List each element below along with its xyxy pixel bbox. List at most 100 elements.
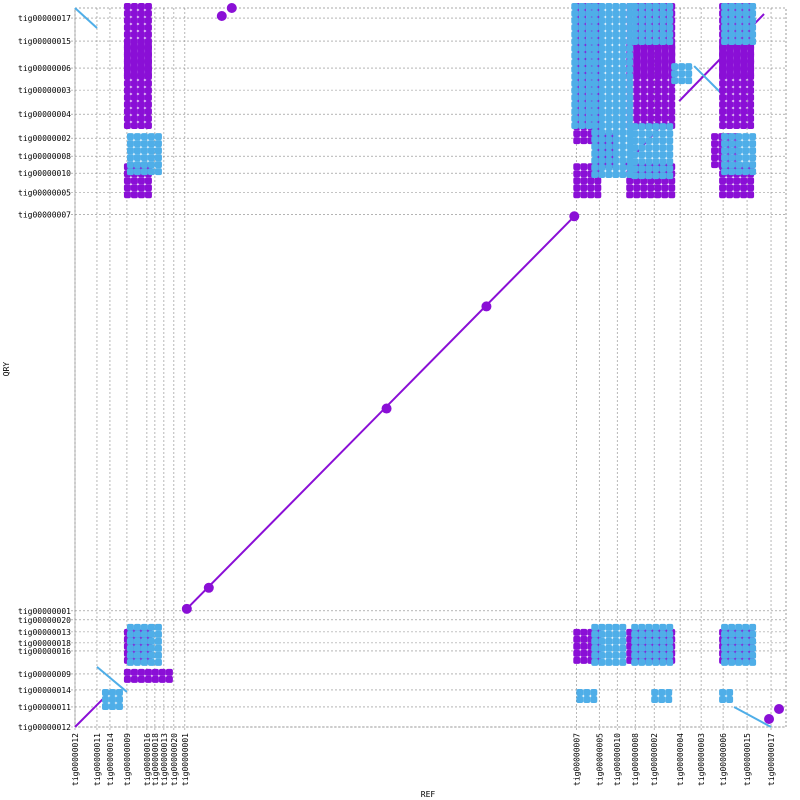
alignment-marks <box>74 2 785 728</box>
y-tick-label: tig00000015 <box>18 37 71 46</box>
alignment-dot <box>661 191 669 199</box>
alignment-dot <box>726 93 734 101</box>
x-tick-label: tig00000009 <box>123 733 132 786</box>
alignment-dot <box>133 637 141 645</box>
alignment-dot <box>133 651 141 659</box>
alignment-dot <box>585 44 593 52</box>
alignment-dot <box>740 107 748 115</box>
alignment-dot <box>719 121 727 129</box>
alignment-dot <box>108 695 116 703</box>
x-tick-label: tig00000002 <box>650 733 659 786</box>
alignment-dot <box>659 9 667 17</box>
y-tick-label: tig00000003 <box>18 86 71 95</box>
alignment-dot <box>719 86 727 94</box>
alignment-dot <box>137 23 145 31</box>
alignment-dot <box>626 191 634 199</box>
alignment-dot <box>721 2 729 10</box>
alignment-dot <box>573 191 581 199</box>
alignment-dot <box>144 64 152 72</box>
alignment-dot <box>605 37 613 45</box>
plot-frame <box>74 7 787 728</box>
alignment-dot <box>626 44 634 52</box>
alignment-dot <box>747 121 755 129</box>
alignment-dot <box>619 630 627 638</box>
x-tick-label: tig00000013 <box>160 733 169 786</box>
alignment-dot <box>619 651 627 659</box>
alignment-dot <box>591 630 599 638</box>
alignment-dot <box>123 2 131 10</box>
alignment-dot <box>638 137 646 145</box>
alignment-dot <box>626 93 634 101</box>
alignment-dot <box>123 191 131 199</box>
alignment-dot <box>661 100 669 108</box>
alignment-dot <box>591 107 599 115</box>
alignment-dot <box>619 37 627 45</box>
alignment-dot <box>726 50 734 58</box>
alignment-dot <box>605 114 613 122</box>
alignment-dot <box>605 142 613 150</box>
alignment-dot <box>619 644 627 652</box>
alignment-point <box>481 301 492 312</box>
alignment-dot <box>140 140 148 148</box>
alignment-dot <box>612 156 620 164</box>
alignment-dot <box>580 635 588 643</box>
alignment-dot <box>147 168 155 176</box>
alignment-dot <box>133 154 141 162</box>
alignment-dot <box>645 172 653 180</box>
alignment-dot <box>578 16 586 24</box>
alignment-point <box>226 3 237 13</box>
alignment-block <box>719 43 755 79</box>
alignment-dot <box>619 637 627 645</box>
alignment-dot <box>619 156 627 164</box>
alignment-dot <box>591 114 599 122</box>
alignment-dot <box>638 623 646 631</box>
alignment-dot <box>591 2 599 10</box>
alignment-dot <box>633 71 641 79</box>
x-tick-label: tig00000017 <box>767 733 776 786</box>
alignment-dot <box>578 107 586 115</box>
alignment-block <box>631 123 674 180</box>
alignment-dot <box>742 637 750 645</box>
y-axis-label: QRY <box>2 362 11 377</box>
alignment-dot <box>749 168 757 176</box>
alignment-dot <box>154 637 162 645</box>
alignment-dot <box>598 65 606 73</box>
alignment-dot <box>578 23 586 31</box>
alignment-dot <box>645 637 653 645</box>
alignment-dot <box>619 93 627 101</box>
alignment-dot <box>654 86 662 94</box>
alignment-dot <box>747 107 755 115</box>
alignment-dot <box>631 623 639 631</box>
alignment-dot <box>726 71 734 79</box>
alignment-dot <box>619 128 627 136</box>
alignment-dot <box>594 191 602 199</box>
alignment-dot <box>652 9 660 17</box>
alignment-dot <box>661 64 669 72</box>
alignment-dot <box>585 51 593 59</box>
alignment-dot <box>742 644 750 652</box>
alignment-dot <box>733 114 741 122</box>
alignment-dot <box>130 107 138 115</box>
alignment-dot <box>165 675 173 683</box>
alignment-dot <box>742 37 750 45</box>
alignment-dot <box>154 147 162 155</box>
alignment-dot <box>631 30 639 38</box>
alignment-dot <box>721 637 729 645</box>
alignment-dot <box>747 86 755 94</box>
alignment-dot <box>749 161 757 169</box>
alignment-dot <box>652 16 660 24</box>
alignment-dot <box>571 37 579 45</box>
alignment-dot <box>726 114 734 122</box>
alignment-dot <box>583 688 591 696</box>
alignment-dot <box>578 37 586 45</box>
alignment-dot <box>740 57 748 65</box>
alignment-dot <box>645 2 653 10</box>
alignment-dot <box>154 140 162 148</box>
alignment-dot <box>728 651 736 659</box>
alignment-dot <box>605 30 613 38</box>
alignment-block <box>626 43 676 79</box>
alignment-dot <box>654 50 662 58</box>
alignment-dot <box>598 79 606 87</box>
alignment-dot <box>654 191 662 199</box>
alignment-dot <box>645 130 653 138</box>
